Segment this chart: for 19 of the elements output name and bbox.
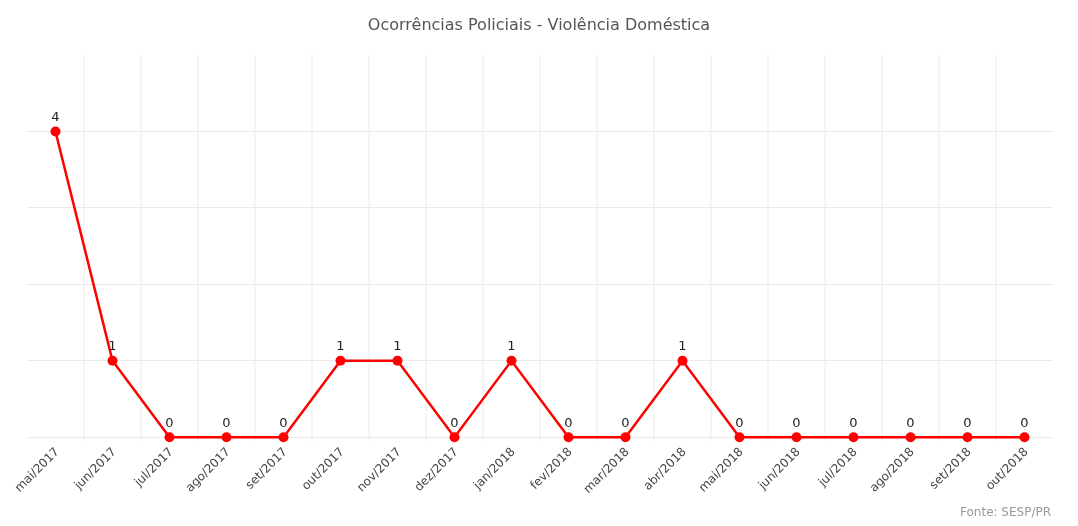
data-label: 0 (735, 414, 744, 430)
data-label: 0 (450, 414, 459, 430)
data-label: 0 (279, 414, 288, 430)
data-label: 1 (507, 338, 516, 354)
data-label: 0 (906, 414, 915, 430)
data-label: 0 (564, 414, 573, 430)
data-label: 0 (165, 414, 174, 430)
data-label: 0 (792, 414, 801, 430)
data-label: 1 (336, 338, 345, 354)
data-label: 0 (849, 414, 858, 430)
data-label: 0 (963, 414, 972, 430)
data-label: 1 (678, 338, 687, 354)
data-label: 1 (393, 338, 402, 354)
data-label: 4 (51, 108, 60, 124)
data-label: 0 (222, 414, 231, 430)
chart-title: Ocorrências Policiais - Violência Doméstica (367, 14, 711, 34)
source-note: Fonte: SESP/PR (960, 505, 1052, 519)
data-label: 0 (1020, 414, 1029, 430)
data-label: 0 (621, 414, 630, 430)
